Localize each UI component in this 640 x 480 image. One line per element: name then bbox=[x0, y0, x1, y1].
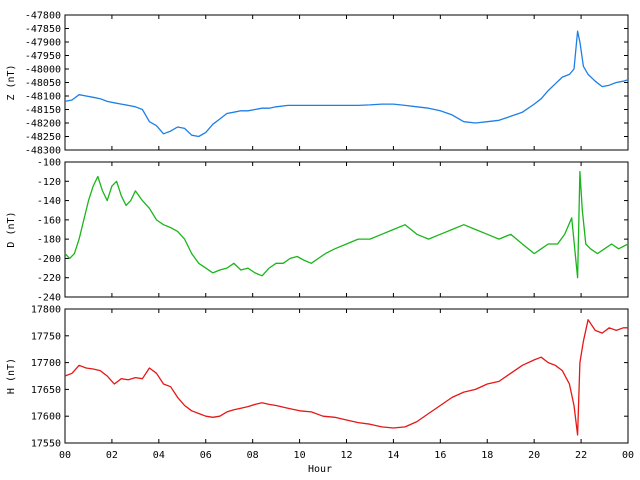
y-tick-label: -48050 bbox=[25, 78, 61, 89]
y-tick-label: -120 bbox=[37, 177, 61, 188]
y-tick-label: -47800 bbox=[25, 11, 61, 22]
plot-frame bbox=[64, 308, 629, 444]
y-tick-label: 17750 bbox=[31, 331, 61, 342]
y-tick-label: -240 bbox=[37, 293, 61, 304]
series-line bbox=[64, 170, 629, 279]
x-tick-label: 20 bbox=[528, 450, 540, 461]
y-tick-label: -48000 bbox=[25, 65, 61, 76]
x-tick-label: 02 bbox=[106, 450, 118, 461]
y-tick-label: 17600 bbox=[31, 412, 61, 423]
y-tick-label: 17650 bbox=[31, 385, 61, 396]
x-tick-label: 00 bbox=[59, 450, 71, 461]
x-tick-label: 16 bbox=[434, 450, 446, 461]
y-axis-label: D (nT) bbox=[6, 211, 17, 247]
y-tick-label: -48100 bbox=[25, 92, 61, 103]
plot-frame bbox=[64, 161, 629, 298]
y-tick-label: -48250 bbox=[25, 132, 61, 143]
panel-3: 17800 17750 17700 17650 17600 17550 H (nT) 00 02… bbox=[6, 305, 634, 462]
x-tick-label: 22 bbox=[575, 450, 587, 461]
series-line bbox=[64, 30, 629, 138]
x-tick-label: 06 bbox=[200, 450, 212, 461]
plot-frame bbox=[64, 14, 629, 151]
y-tick-label: -180 bbox=[37, 235, 61, 246]
x-tick-label: 14 bbox=[387, 450, 399, 461]
panel-1: -47800 -47850 -47900 -47950 -48000 -48050 -481… bbox=[6, 11, 629, 157]
panel-2: -100 -120 -140 -160 -180 -200 -220 -240 D (nT) bbox=[6, 158, 629, 304]
x-tick-label: 12 bbox=[340, 450, 352, 461]
y-tick-label: -200 bbox=[37, 254, 61, 265]
y-tick-label: -140 bbox=[37, 196, 61, 207]
x-tick-label: 00 bbox=[622, 450, 634, 461]
y-tick-label: 17800 bbox=[31, 305, 61, 316]
x-tick-label: 08 bbox=[247, 450, 259, 461]
x-tick-label: 18 bbox=[481, 450, 493, 461]
y-tick-label: -47850 bbox=[25, 24, 61, 35]
y-tick-label: 17550 bbox=[31, 439, 61, 450]
y-tick-label: -47900 bbox=[25, 38, 61, 49]
x-tick-label: 04 bbox=[153, 450, 165, 461]
y-tick-label: -100 bbox=[37, 158, 61, 169]
y-tick-label: -220 bbox=[37, 273, 61, 284]
y-tick-label: -48150 bbox=[25, 105, 61, 116]
y-tick-label: -48200 bbox=[25, 119, 61, 130]
y-axis-label: Z (nT) bbox=[6, 64, 17, 100]
y-tick-label: -48300 bbox=[25, 146, 61, 157]
y-tick-label: -47950 bbox=[25, 51, 61, 62]
series-line bbox=[64, 319, 628, 436]
x-axis-label: Hour bbox=[308, 464, 332, 475]
y-tick-label: -160 bbox=[37, 215, 61, 226]
y-tick-label: 17700 bbox=[31, 358, 61, 369]
x-tick-label: 10 bbox=[294, 450, 306, 461]
y-axis-label: H (nT) bbox=[6, 358, 17, 394]
